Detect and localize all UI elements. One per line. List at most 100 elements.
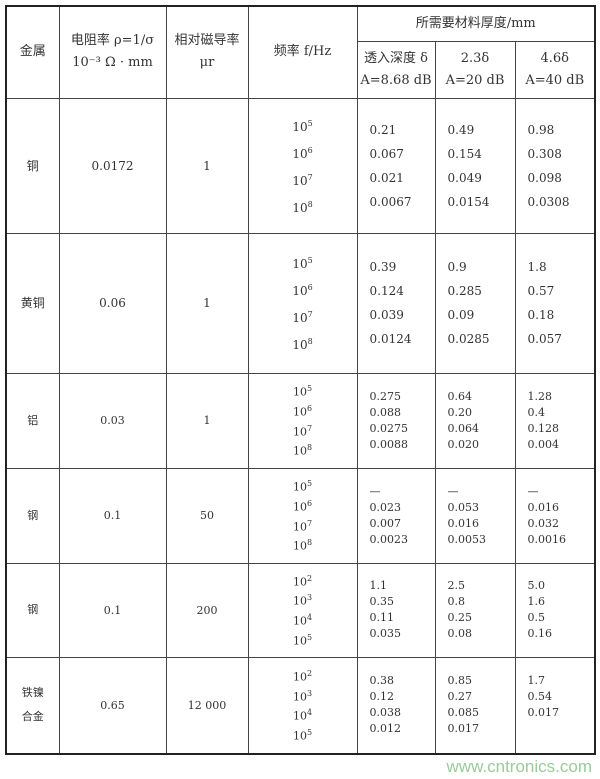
frequency-value: 106 (292, 145, 313, 161)
thickness-20db-cell: — 0.053 0.016 0.0053 (434, 467, 516, 564)
metal-name: 铜 (26, 158, 39, 173)
depth-value: 0.0088 (369, 437, 409, 451)
depth-value: 0.38 (369, 674, 395, 688)
metal-cell: 铁镍合金 (5, 656, 60, 755)
depth-value: 0.0067 (369, 194, 412, 209)
depth-value: 0.21 (369, 122, 397, 137)
thickness-20db-cell: 0.49 0.154 0.049 0.0154 (434, 97, 516, 234)
permeability-symbol: μr (199, 55, 215, 71)
resistivity-value: 0.65 (58, 656, 167, 755)
frequency-value: 102 (292, 668, 313, 684)
header-metal: 金属 (5, 5, 60, 99)
thickness-40db-value: 1.7 (527, 674, 546, 688)
permeability-value: 50 (165, 467, 249, 564)
thickness-40db-value: 0.016 (527, 500, 560, 514)
depth-value: 0.038 (369, 706, 402, 720)
thickness-20db-value: 0.085 (447, 706, 480, 720)
frequency-cell: 105 106 107 108 (247, 232, 358, 374)
frequency-value: 102 (292, 573, 313, 589)
frequency-value: 105 (292, 256, 313, 271)
col2-label: 2.3δ (460, 50, 490, 66)
resistivity-value: 0.1 (58, 562, 167, 658)
depth-value: 0.039 (369, 308, 404, 322)
permeability-value: 12 000 (165, 656, 249, 755)
depth-cell: 1.1 0.35 0.11 0.035 (356, 562, 436, 658)
thickness-40db-cell: 1.8 0.57 0.18 0.057 (514, 232, 596, 374)
frequency-value: 107 (292, 310, 313, 325)
frequency-cell: 105 106 107 108 (247, 372, 358, 469)
thickness-20db-value: 0.154 (447, 146, 482, 161)
thickness-20db-value: 0.053 (447, 500, 480, 514)
thickness-20db-value: 0.27 (447, 690, 473, 704)
frequency-value: 105 (292, 479, 313, 494)
resistivity-label: 电阻率 ρ=1/σ (70, 33, 155, 49)
header-4-6-delta: 4.6δ A=40 dB (514, 40, 596, 99)
thickness-40db-value: 0.308 (527, 146, 562, 161)
resistivity-unit: 10⁻³ Ω · mm (72, 55, 153, 71)
thickness-20db-value: 0.64 (447, 389, 473, 403)
depth-value: 0.275 (369, 389, 402, 403)
frequency-value: 106 (292, 283, 313, 298)
thickness-20db-value: 0.20 (447, 405, 473, 419)
frequency-cell: 102 103 104 105 (247, 562, 358, 658)
thickness-40db-value: 0.032 (527, 516, 560, 530)
thickness-40db-value: 0.18 (527, 308, 555, 322)
depth-value: 0.007 (369, 516, 402, 530)
thickness-40db-cell: 0.98 0.308 0.098 0.0308 (514, 97, 596, 234)
header-thickness-group: 所需要材料厚度/mm (356, 5, 596, 42)
depth-value: 1.1 (369, 579, 388, 592)
thickness-40db-value: 0.54 (527, 690, 553, 704)
metal-cell: 黄铜 (5, 232, 60, 374)
header-frequency: 频率 f/Hz (247, 5, 358, 99)
thickness-20db-value: 0.25 (447, 611, 473, 624)
depth-value: 0.35 (369, 595, 395, 608)
thickness-40db-cell: 1.28 0.4 0.128 0.004 (514, 372, 596, 469)
thickness-40db-value: 0.98 (527, 122, 555, 137)
depth-cell: 0.275 0.088 0.0275 0.0088 (356, 372, 436, 469)
thickness-40db-value: 1.28 (527, 389, 553, 403)
thickness-20db-value: 0.064 (447, 421, 480, 435)
frequency-value: 103 (292, 593, 313, 608)
permeability-value: 1 (165, 97, 249, 234)
thickness-40db-value: 0.0308 (527, 194, 570, 209)
frequency-value: 105 (292, 384, 313, 399)
thickness-40db-value: 5.0 (527, 579, 546, 592)
thickness-20db-cell: 2.5 0.8 0.25 0.08 (434, 562, 516, 658)
thickness-20db-value: 0.09 (447, 308, 475, 322)
permeability-value: 1 (165, 372, 249, 469)
depth-value: 0.12 (369, 690, 395, 704)
depth-value: — (369, 484, 381, 498)
frequency-value: 106 (292, 498, 313, 514)
thickness-20db-value: 0.020 (447, 437, 480, 451)
depth-value: 0.012 (369, 722, 402, 736)
col3-attenuation: A=40 dB (525, 72, 585, 88)
thickness-20db-value: 0.9 (447, 260, 467, 274)
metal-cell: 铜 (5, 97, 60, 234)
depth-value: 0.035 (369, 627, 402, 640)
frequency-value: 106 (292, 403, 313, 419)
depth-cell: — 0.023 0.007 0.0023 (356, 467, 436, 564)
metal-name: 铁镍合金 (21, 686, 44, 724)
table-row: 铝 0.03 1 105 106 107 108 0.275 0.088 0.0275 0.0088… (5, 372, 596, 469)
depth-cell: 0.39 0.124 0.039 0.0124 (356, 232, 436, 374)
metal-cell: 钢 (5, 562, 60, 658)
thickness-20db-value: 0.0285 (447, 332, 490, 346)
thickness-20db-value: 0.49 (447, 122, 475, 137)
depth-label: 透入深度 δ (364, 50, 428, 66)
depth-value: 0.39 (369, 260, 397, 274)
header-resistivity: 电阻率 ρ=1/σ 10⁻³ Ω · mm (58, 5, 167, 99)
thickness-40db-value: — (527, 484, 539, 498)
thickness-40db-cell: 1.7 0.54 0.017 (514, 656, 596, 755)
header-2-3-delta: 2.3δ A=20 dB (434, 40, 516, 99)
depth-value: 0.0275 (369, 421, 409, 435)
depth-value: 0.021 (369, 170, 404, 185)
resistivity-value: 0.1 (58, 467, 167, 564)
frequency-value: 103 (292, 688, 313, 704)
permeability-value: 200 (165, 562, 249, 658)
resistivity-value: 0.03 (58, 372, 167, 469)
thickness-40db-value: 0.4 (527, 405, 546, 419)
metal-name: 钢 (27, 603, 39, 616)
metal-cell: 钢 (5, 467, 60, 564)
table-row: 铁镍合金 0.65 12 000 102 103 104 105 0.38 0.12 0.038 0… (5, 656, 596, 755)
header-permeability: 相对磁导率 μr (165, 5, 249, 99)
